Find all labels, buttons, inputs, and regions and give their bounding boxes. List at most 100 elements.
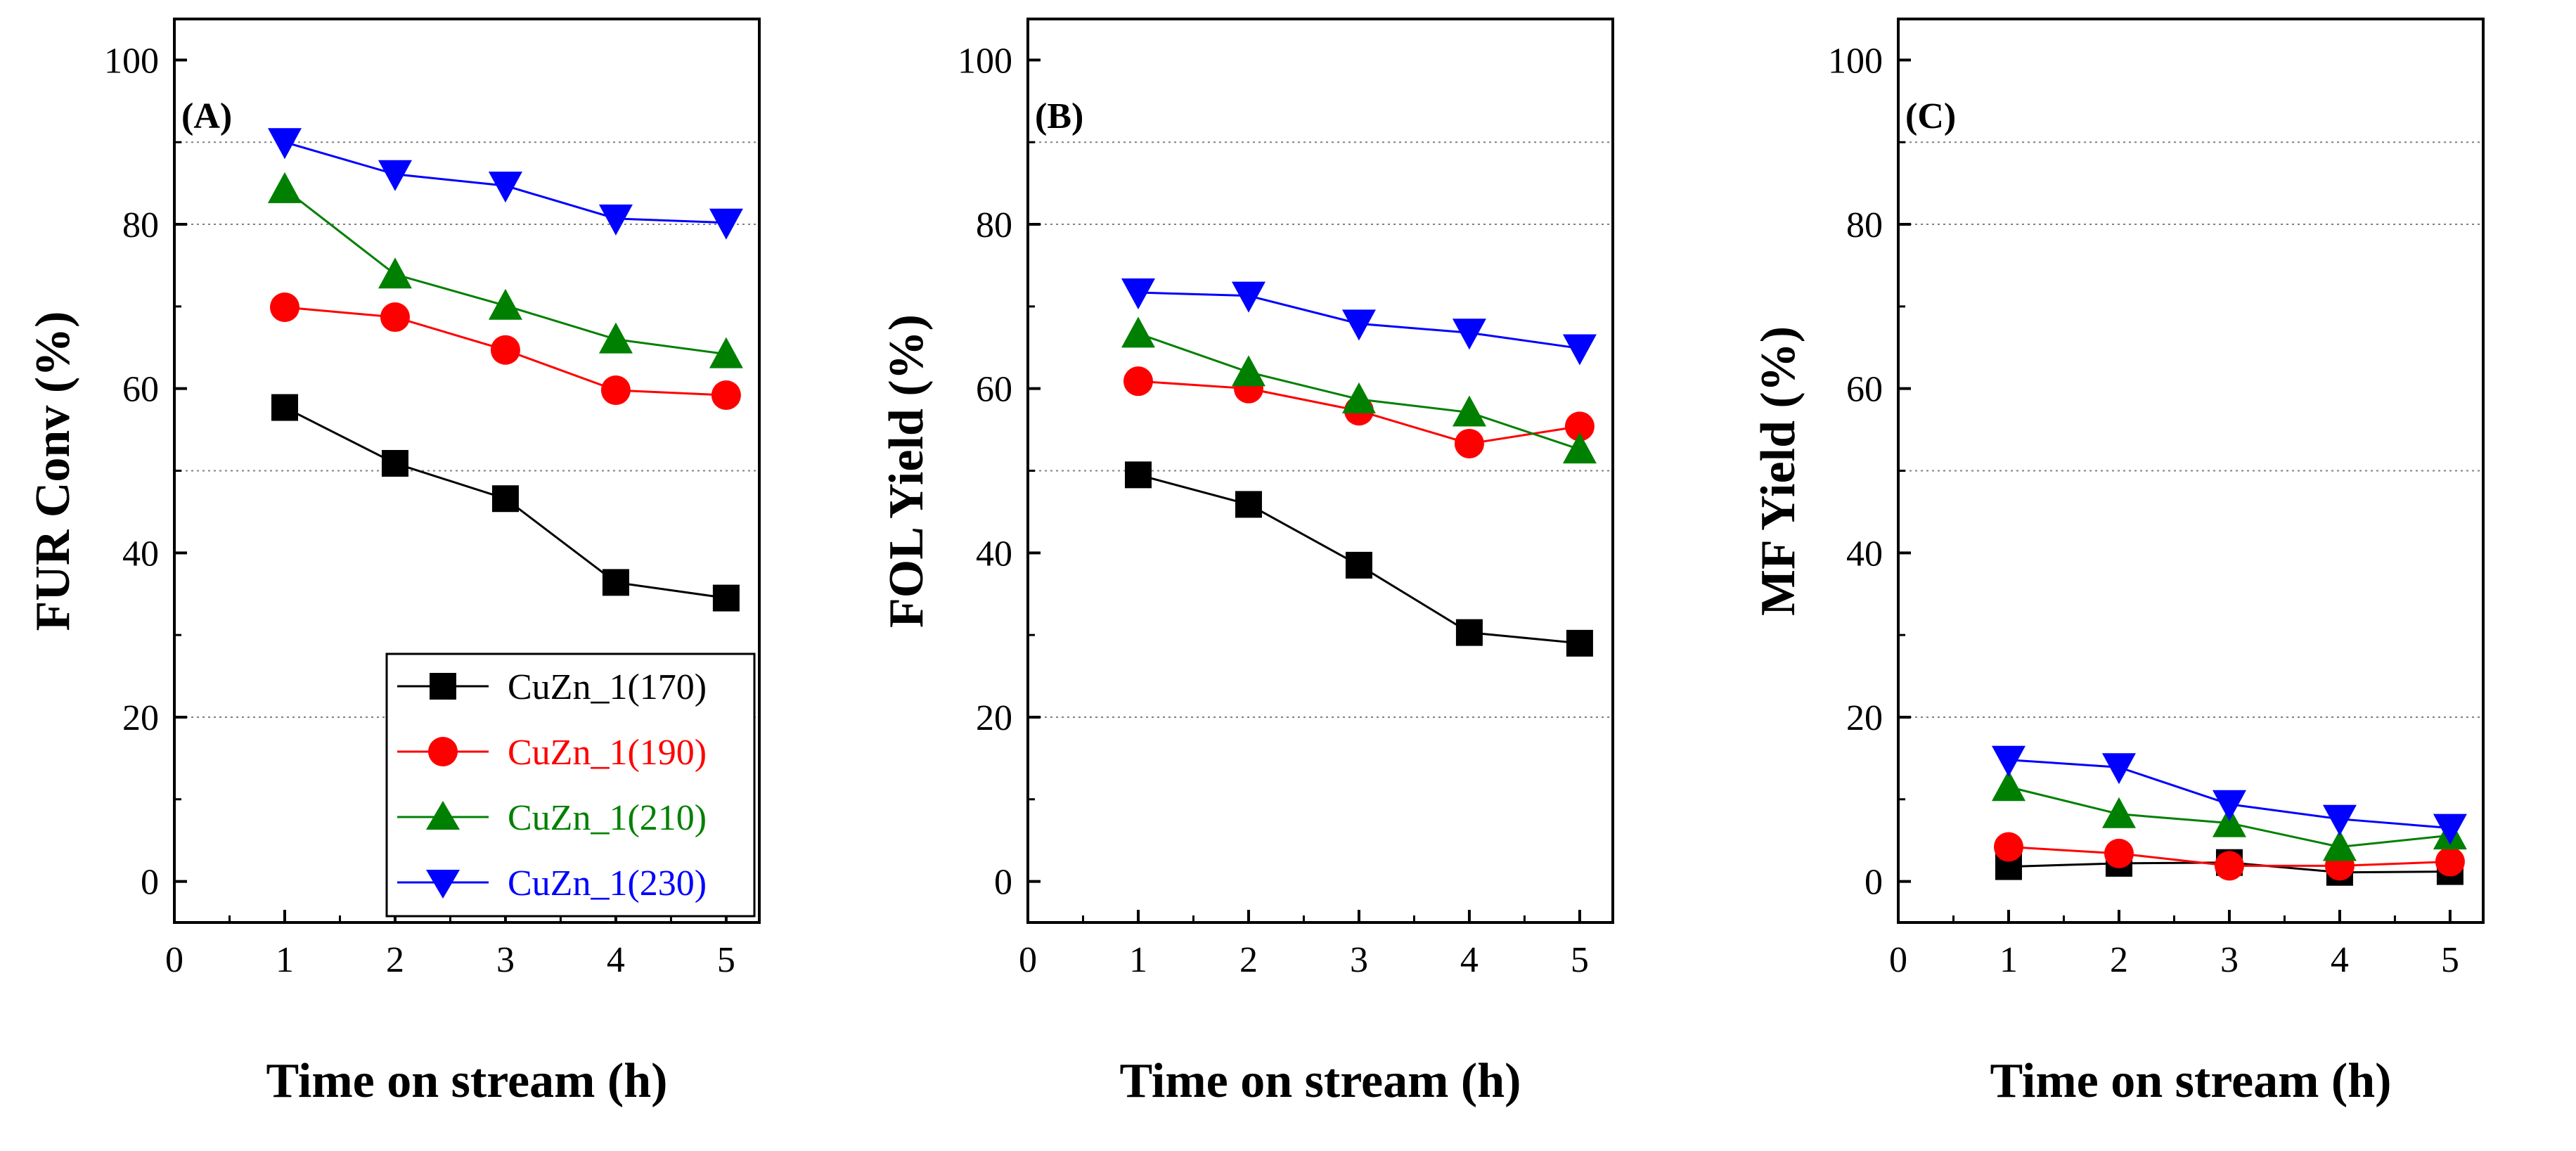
panel-c-y-tick-label: 80 — [1846, 205, 1883, 245]
panel-c-x-tick-label: 1 — [1999, 940, 2018, 980]
panel-a-point-cuzn-1-210-x4 — [598, 322, 633, 354]
panel-a-point-cuzn-1-210-x5 — [709, 337, 743, 368]
panel-a: 0 1 2 3 4 5 0 20 40 60 80 100 (A) Time on stream (h… — [26, 18, 761, 1108]
panel-a-x-tick-label: 2 — [386, 940, 404, 980]
panel-c-series — [1991, 745, 2467, 886]
legend-marker-cuzn-170 — [430, 673, 456, 700]
panel-b-x-axis-title: Time on stream (h) — [1120, 1054, 1521, 1108]
panel-b-point-cuzn-1-210-x3 — [1341, 382, 1376, 413]
panel-a-label: (A) — [181, 96, 232, 136]
panel-b-point-cuzn-1-210-x2 — [1231, 355, 1266, 387]
panel-b-x-tick-label: 2 — [1239, 940, 1258, 980]
panel-a-y-tick-label: 100 — [104, 41, 159, 81]
panel-a-point-cuzn-1-170-x4 — [602, 569, 629, 596]
legend-label-cuzn-170: CuZn_1(170) — [508, 667, 707, 707]
panel-b-point-cuzn-1-190-x1 — [1123, 366, 1153, 397]
panel-a-point-cuzn-1-190-x1 — [269, 292, 300, 323]
legend: CuZn_1(170) CuZn_1(190) CuZn_1(210) CuZn… — [385, 652, 756, 918]
panel-c-y-tick-label: 60 — [1846, 370, 1883, 410]
panel-b-x-tick-label: 4 — [1460, 940, 1479, 980]
panel-b-y-tick-label: 0 — [994, 863, 1012, 903]
panel-c-point-cuzn-1-210-x2 — [2101, 797, 2136, 828]
panel-a-x-tick-label: 0 — [165, 940, 183, 980]
panel-a-x-tick-label: 1 — [276, 940, 294, 980]
panel-b-point-cuzn-1-170-x3 — [1345, 551, 1372, 579]
panel-b-y-tick-label: 80 — [976, 205, 1012, 245]
panel-a-point-cuzn-1-210-x3 — [488, 288, 522, 320]
panel-a-axes: 0 1 2 3 4 5 0 20 40 60 80 100 — [104, 41, 735, 980]
panel-c-point-cuzn-1-230-x4 — [2322, 804, 2357, 836]
panel-c-y-axis-title: MF Yield (%) — [1751, 326, 1805, 616]
panel-b-point-cuzn-1-190-x4 — [1454, 428, 1484, 458]
panel-a-point-cuzn-1-170-x1 — [271, 394, 298, 421]
panel-b-x-tick-label: 1 — [1129, 940, 1147, 980]
panel-c-x-tick-label: 3 — [2220, 940, 2239, 980]
panel-a-x-axis-title: Time on stream (h) — [266, 1054, 668, 1108]
panel-c-y-tick-label: 20 — [1846, 698, 1883, 738]
panel-a-point-cuzn-1-170-x5 — [712, 584, 740, 612]
panel-a-point-cuzn-1-230-x5 — [709, 208, 743, 240]
panel-c-point-cuzn-1-230-x2 — [2101, 753, 2136, 785]
legend-entry-cuzn-210: CuZn_1(210) — [397, 798, 707, 838]
panel-c-point-cuzn-1-190-x1 — [1993, 832, 2023, 862]
legend-marker-cuzn-190 — [428, 737, 458, 766]
panel-b-y-axis-title: FOL Yield (%) — [880, 314, 934, 628]
legend-entry-cuzn-230: CuZn_1(230) — [397, 863, 707, 904]
panel-b-label: (B) — [1035, 96, 1083, 136]
panel-c-point-cuzn-1-190-x5 — [2435, 847, 2465, 877]
panel-a-y-tick-label: 0 — [141, 863, 159, 903]
panel-c-x-axis-title: Time on stream (h) — [1990, 1054, 2392, 1108]
panel-c-label: (C) — [1905, 96, 1956, 136]
panel-b-point-cuzn-1-230-x1 — [1121, 278, 1155, 310]
panel-c-axes: 0 1 2 3 4 5 0 20 40 60 80 100 — [1828, 41, 2459, 980]
panel-b-point-cuzn-1-230-x4 — [1452, 319, 1486, 350]
panel-b-point-cuzn-1-210-x5 — [1562, 432, 1597, 464]
panel-b-point-cuzn-1-170-x4 — [1455, 619, 1483, 646]
panel-a-point-cuzn-1-230-x3 — [488, 172, 522, 203]
panel-a-grid — [174, 141, 759, 718]
panel-a-point-cuzn-1-190-x3 — [490, 335, 520, 365]
panel-a-x-tick-label: 5 — [717, 940, 735, 980]
panel-b-point-cuzn-1-170-x1 — [1124, 461, 1152, 489]
panel-a-line-cuzn-1-210 — [284, 188, 727, 356]
panel-b-y-tick-label: 60 — [976, 370, 1012, 410]
panel-c-grid — [1898, 141, 2483, 718]
panel-b-point-cuzn-1-230-x2 — [1231, 281, 1266, 313]
panel-b-point-cuzn-1-190-x5 — [1564, 411, 1595, 442]
panel-a-point-cuzn-1-170-x3 — [491, 485, 519, 513]
panel-c-y-tick-label: 40 — [1846, 534, 1883, 574]
panel-b-x-tick-label: 3 — [1350, 940, 1368, 980]
panel-b-point-cuzn-1-230-x5 — [1562, 334, 1597, 366]
panel-b-grid — [1028, 141, 1613, 718]
panel-c-point-cuzn-1-230-x1 — [1991, 745, 2026, 777]
panel-c-point-cuzn-1-190-x2 — [2104, 838, 2134, 868]
legend-entry-cuzn-170: CuZn_1(170) — [397, 667, 707, 707]
panel-a-point-cuzn-1-230-x4 — [598, 204, 633, 236]
panel-b-x-tick-label: 5 — [1571, 940, 1589, 980]
panel-b-y-tick-label: 20 — [976, 698, 1012, 738]
panel-a-series — [267, 128, 743, 612]
panel-c-point-cuzn-1-230-x5 — [2433, 814, 2467, 845]
panel-a-y-axis-title: FUR Conv (%) — [26, 311, 80, 631]
panel-c-x-tick-label: 5 — [2441, 940, 2459, 980]
panel-a-point-cuzn-1-210-x1 — [267, 172, 302, 203]
panel-c-point-cuzn-1-190-x3 — [2214, 851, 2244, 881]
panel-b-point-cuzn-1-210-x1 — [1121, 316, 1155, 348]
panel-a-point-cuzn-1-170-x2 — [381, 449, 408, 477]
panel-b-point-cuzn-1-230-x3 — [1341, 309, 1376, 341]
panel-c-x-tick-label: 0 — [1889, 940, 1907, 980]
panel-a-point-cuzn-1-190-x4 — [600, 375, 631, 406]
panel-b-x-tick-label: 0 — [1019, 940, 1037, 980]
panel-a-y-tick-label: 80 — [122, 205, 159, 245]
panel-a-y-tick-label: 20 — [122, 698, 159, 738]
panel-b-y-tick-label: 100 — [958, 41, 1012, 81]
panel-a-y-tick-label: 60 — [122, 370, 159, 410]
panel-b: 0 1 2 3 4 5 0 20 40 60 80 100 (B) Time on stream (h… — [880, 18, 1614, 1108]
panel-c: 0 1 2 3 4 5 0 20 40 60 80 100 (C) Time on stream (h… — [1751, 18, 2485, 1108]
panel-a-x-tick-label: 3 — [496, 940, 515, 980]
panel-a-y-tick-label: 40 — [122, 534, 159, 574]
legend-label-cuzn-230: CuZn_1(230) — [508, 863, 707, 904]
panel-c-y-tick-label: 100 — [1828, 41, 1883, 81]
panel-b-point-cuzn-1-170-x2 — [1235, 491, 1262, 518]
